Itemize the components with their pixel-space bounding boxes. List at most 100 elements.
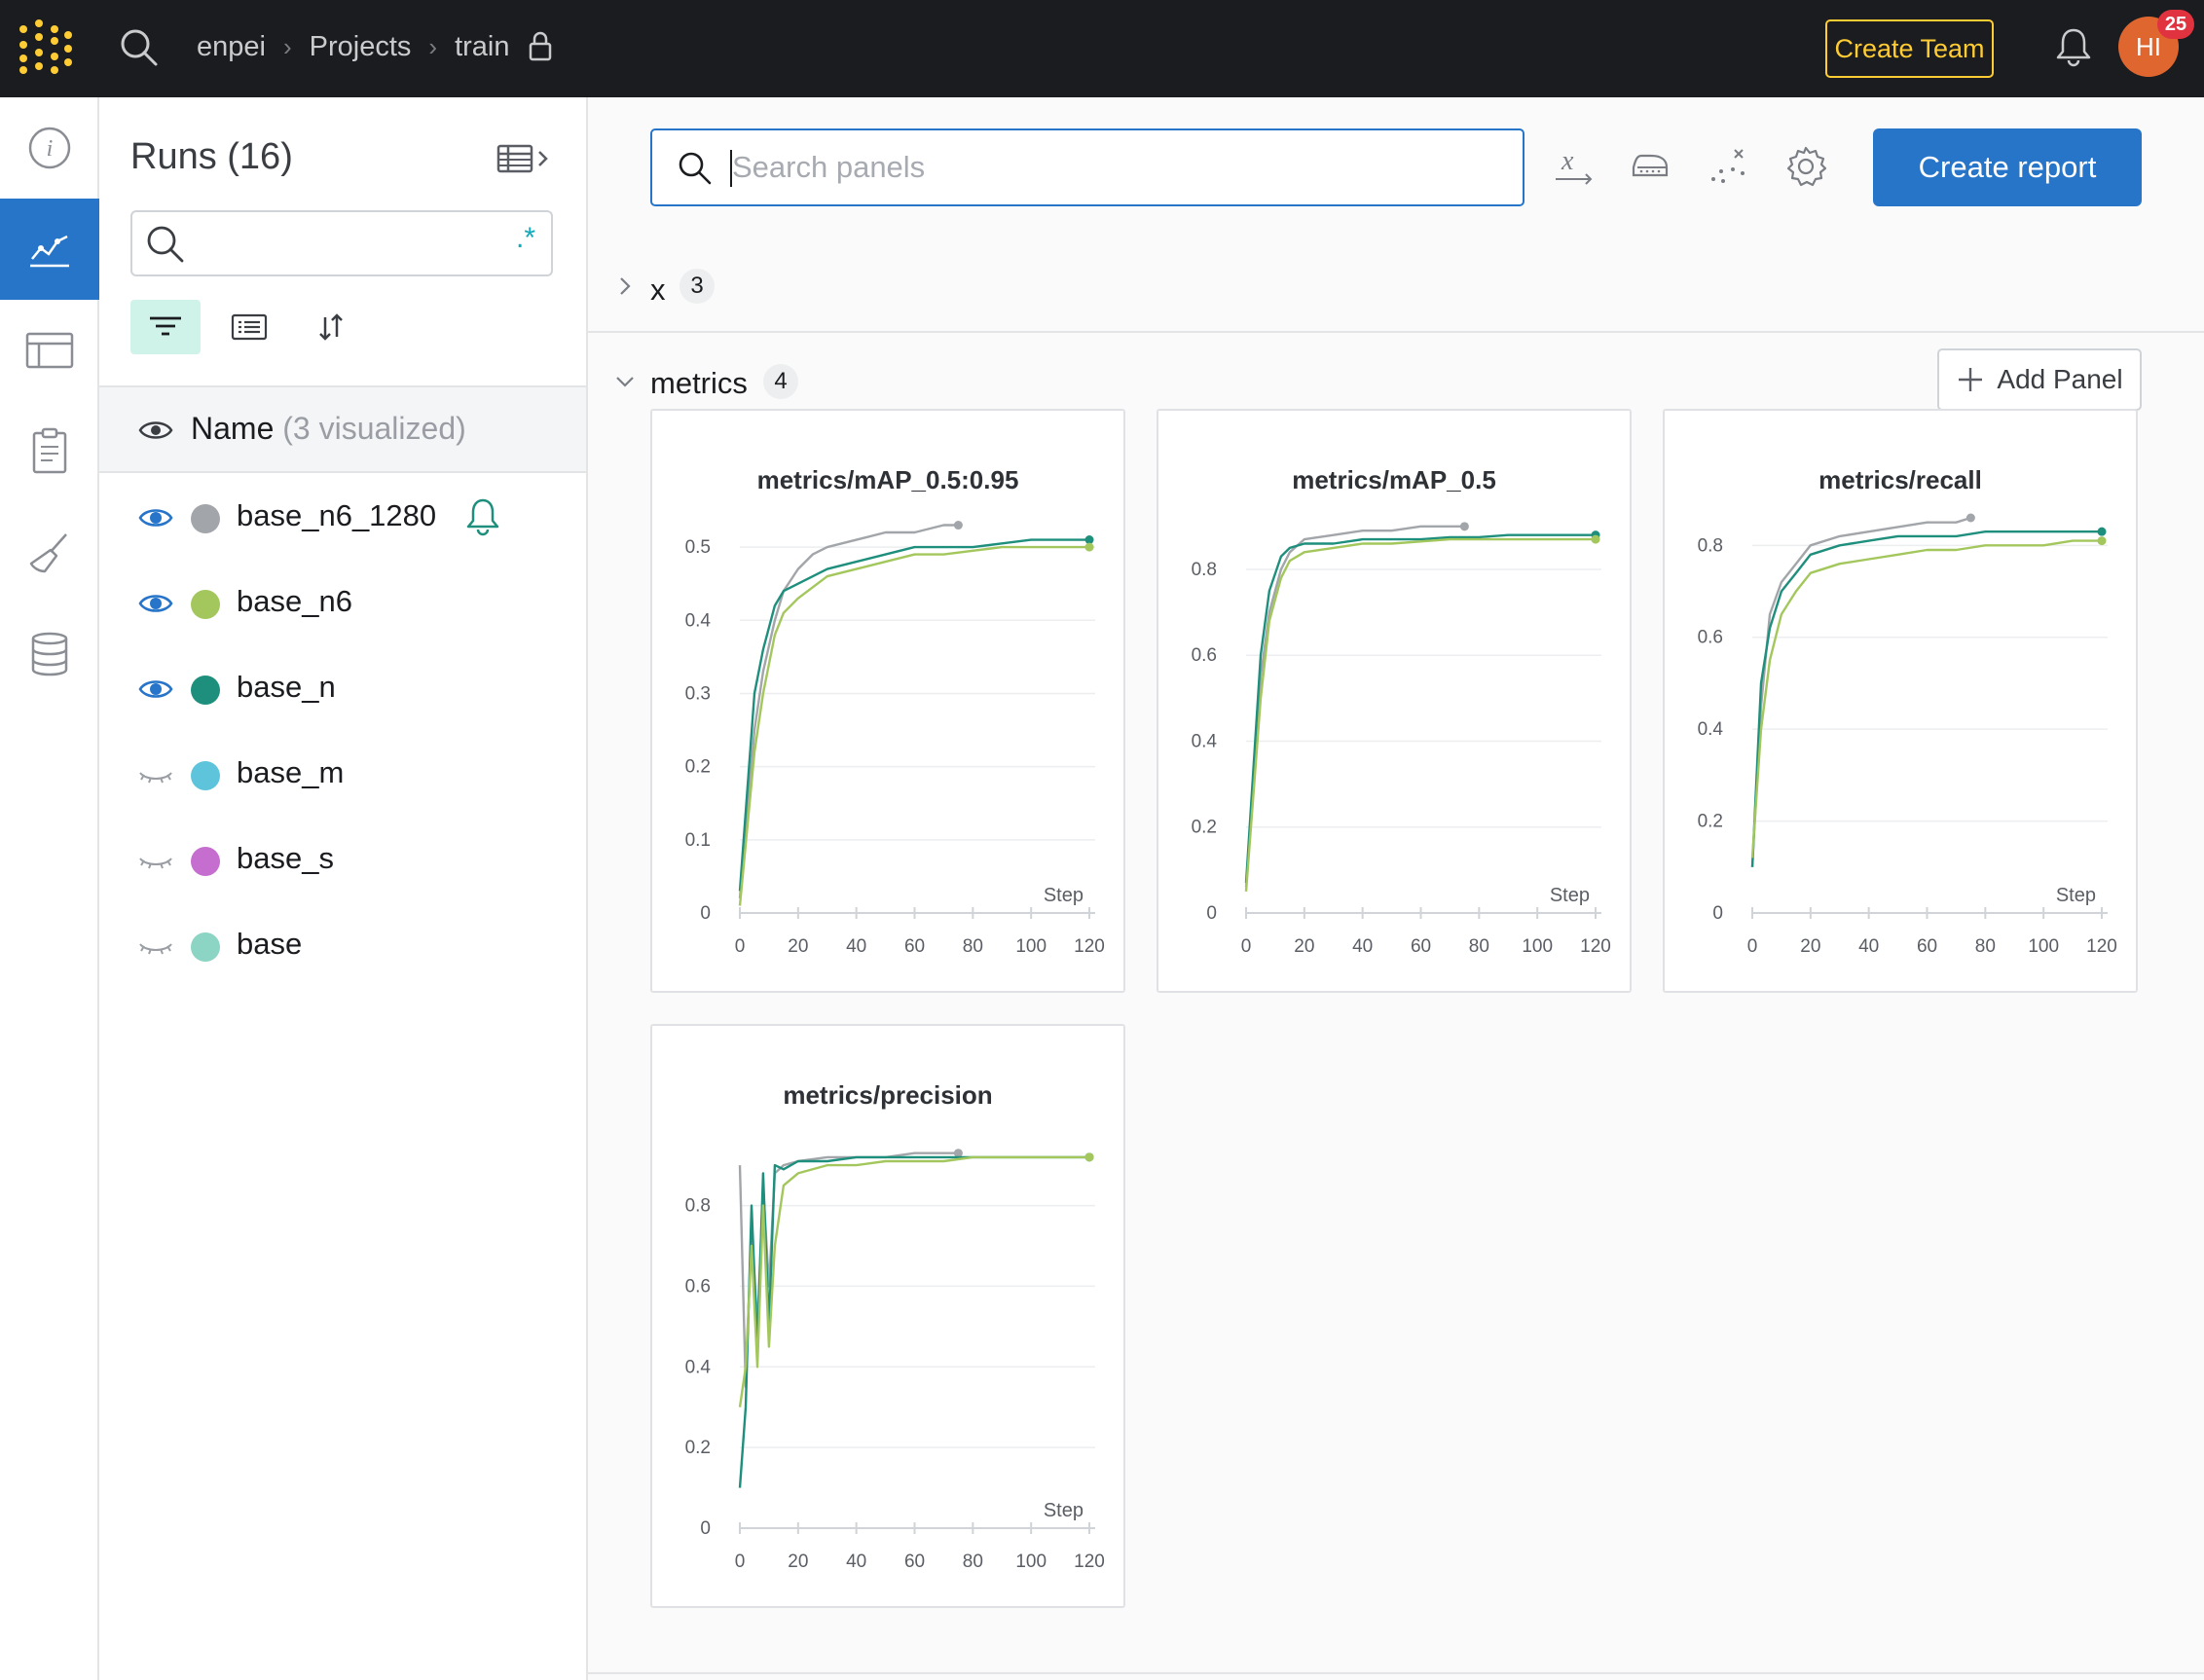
series-line-base_n[interactable] bbox=[738, 538, 1089, 892]
regex-toggle[interactable]: .* bbox=[515, 222, 535, 254]
name-column-label[interactable]: Name (3 visualized) bbox=[191, 411, 466, 446]
x-tick-label: 40 bbox=[846, 936, 866, 957]
nav-overview[interactable]: i bbox=[0, 97, 99, 199]
nav-sweeps[interactable] bbox=[0, 502, 99, 603]
run-row[interactable]: base bbox=[99, 905, 586, 991]
series-line-base_n[interactable] bbox=[1244, 533, 1596, 884]
line-chart[interactable]: 0 0.2 0.4 0.6 0.8 0 20 40 60 80 100 120 Step bbox=[1665, 411, 2136, 991]
search-icon[interactable] bbox=[117, 25, 160, 68]
eye-icon[interactable] bbox=[138, 590, 173, 617]
y-tick-label: 0.2 bbox=[685, 757, 711, 778]
x-axis-settings-button[interactable]: x bbox=[1548, 140, 1600, 193]
section-divider bbox=[588, 331, 2204, 333]
eye-icon[interactable] bbox=[138, 676, 173, 703]
eye-icon[interactable] bbox=[138, 504, 173, 531]
chart-title: metrics/recall bbox=[1818, 465, 1982, 494]
chart-panel[interactable]: metrics/precision 0 0.2 0.4 0.6 0.8 0 20 40 60 80 1… bbox=[650, 1024, 1125, 1608]
run-color-dot[interactable] bbox=[191, 504, 220, 533]
logo-dot bbox=[19, 25, 27, 33]
run-color-dot[interactable] bbox=[191, 590, 220, 619]
line-chart[interactable]: 0 0.2 0.4 0.6 0.8 0 20 40 60 80 100 120 Step bbox=[1158, 411, 1630, 991]
sort-button[interactable] bbox=[296, 300, 366, 354]
run-name[interactable]: base_n bbox=[237, 670, 336, 704]
y-tick-label: 0.2 bbox=[1698, 812, 1723, 832]
wandb-logo-icon[interactable] bbox=[19, 19, 74, 74]
outliers-button[interactable] bbox=[1702, 140, 1754, 193]
section-metrics[interactable]: metrics 4 bbox=[588, 358, 2204, 420]
create-report-button[interactable]: Create report bbox=[1873, 128, 2142, 206]
run-name[interactable]: base_s bbox=[237, 841, 334, 875]
run-name[interactable]: base_m bbox=[237, 755, 345, 789]
breadcrumb-projects[interactable]: Projects bbox=[309, 30, 412, 62]
bell-icon[interactable] bbox=[2052, 25, 2095, 68]
filter-button[interactable] bbox=[130, 300, 201, 354]
search-panels-input[interactable]: Search panels bbox=[650, 128, 1524, 206]
run-color-dot[interactable] bbox=[191, 932, 220, 962]
series-line-base_n6[interactable] bbox=[738, 545, 1089, 906]
x-tick-label: 100 bbox=[1015, 1552, 1047, 1572]
run-row[interactable]: base_n bbox=[99, 648, 586, 734]
search-icon bbox=[679, 152, 712, 185]
nav-reports[interactable] bbox=[0, 401, 99, 502]
eye-closed-icon[interactable] bbox=[138, 847, 173, 874]
run-color-dot[interactable] bbox=[191, 761, 220, 790]
series-line-base_n6_1280[interactable] bbox=[738, 524, 959, 899]
nav-table[interactable] bbox=[0, 300, 99, 401]
series-end-point bbox=[1591, 534, 1600, 544]
chart-panel[interactable]: metrics/recall 0 0.2 0.4 0.6 0.8 0 20 40 60 80 100 1… bbox=[1663, 409, 2138, 993]
chevron-right-icon: › bbox=[282, 31, 292, 61]
series-line-base_n6[interactable] bbox=[1750, 539, 2102, 858]
run-color-dot[interactable] bbox=[191, 847, 220, 876]
database-icon bbox=[31, 632, 68, 676]
smoothing-button[interactable] bbox=[1624, 140, 1676, 193]
gear-icon bbox=[1786, 146, 1827, 187]
nav-workspace[interactable] bbox=[0, 199, 99, 300]
eye-icon[interactable] bbox=[138, 419, 173, 442]
nav-artifacts[interactable] bbox=[0, 603, 99, 705]
search-panels-placeholder: Search panels bbox=[732, 150, 926, 184]
y-tick-label: 0.6 bbox=[1192, 645, 1217, 666]
run-name[interactable]: base bbox=[237, 927, 303, 961]
breadcrumb-entity[interactable]: enpei bbox=[197, 30, 266, 62]
run-row[interactable]: base_n6 bbox=[99, 563, 586, 648]
expand-table-icon[interactable] bbox=[496, 140, 553, 179]
runs-title: Runs (16) bbox=[130, 136, 293, 177]
x-tick-label: 120 bbox=[1580, 936, 1611, 957]
series-line-base_n6[interactable] bbox=[1244, 537, 1596, 892]
add-panel-button[interactable]: Add Panel bbox=[1937, 348, 2142, 411]
runs-search-input[interactable]: .* bbox=[130, 210, 553, 276]
series-end-point bbox=[953, 1149, 963, 1158]
run-color-dot[interactable] bbox=[191, 676, 220, 705]
chart-title: metrics/mAP_0.5:0.95 bbox=[756, 465, 1019, 494]
settings-button[interactable] bbox=[1780, 140, 1832, 193]
chart-panel[interactable]: metrics/mAP_0.5 0 0.2 0.4 0.6 0.8 0 20 40 60 80 100… bbox=[1157, 409, 1632, 993]
breadcrumb: enpei › Projects › train bbox=[197, 25, 553, 68]
line-chart[interactable]: 0 0.2 0.4 0.6 0.8 0 20 40 60 80 100 120 Step bbox=[652, 1026, 1123, 1606]
series-line-base_n6_1280[interactable] bbox=[1244, 525, 1465, 888]
eye-closed-icon[interactable] bbox=[138, 761, 173, 788]
series-line-base_n[interactable] bbox=[1750, 530, 2102, 867]
chart-panel[interactable]: metrics/mAP_0.5:0.95 0 0.1 0.2 0.3 0.4 0.5 0 20 4… bbox=[650, 409, 1125, 993]
line-chart[interactable]: 0 0.1 0.2 0.3 0.4 0.5 0 20 40 60 80 100 120 Step bbox=[652, 411, 1123, 991]
y-tick-label: 0.4 bbox=[1192, 731, 1218, 751]
run-row[interactable]: base_n6_1280 bbox=[99, 477, 586, 563]
section-x[interactable]: x 3 bbox=[588, 265, 2204, 327]
group-button[interactable] bbox=[214, 300, 284, 354]
avatar[interactable]: HI bbox=[2118, 17, 2179, 77]
breadcrumb-project[interactable]: train bbox=[455, 30, 510, 62]
x-axis-label: Step bbox=[1044, 1500, 1084, 1521]
create-team-button[interactable]: Create Team bbox=[1825, 19, 1994, 78]
logo-dot bbox=[64, 45, 72, 53]
run-name[interactable]: base_n6_1280 bbox=[237, 498, 437, 532]
logo-dot bbox=[64, 31, 72, 39]
run-row[interactable]: base_s bbox=[99, 820, 586, 905]
series-line-base_n[interactable] bbox=[738, 1155, 1089, 1488]
series-line-base_n6_1280[interactable] bbox=[1750, 516, 1971, 867]
run-name[interactable]: base_n6 bbox=[237, 584, 352, 618]
series-line-base_n6[interactable] bbox=[738, 1155, 1089, 1407]
eye-closed-icon[interactable] bbox=[138, 932, 173, 960]
bell-icon[interactable] bbox=[461, 494, 504, 537]
series-end-point bbox=[1084, 535, 1094, 545]
series-end-point bbox=[953, 521, 963, 530]
run-row[interactable]: base_m bbox=[99, 734, 586, 820]
